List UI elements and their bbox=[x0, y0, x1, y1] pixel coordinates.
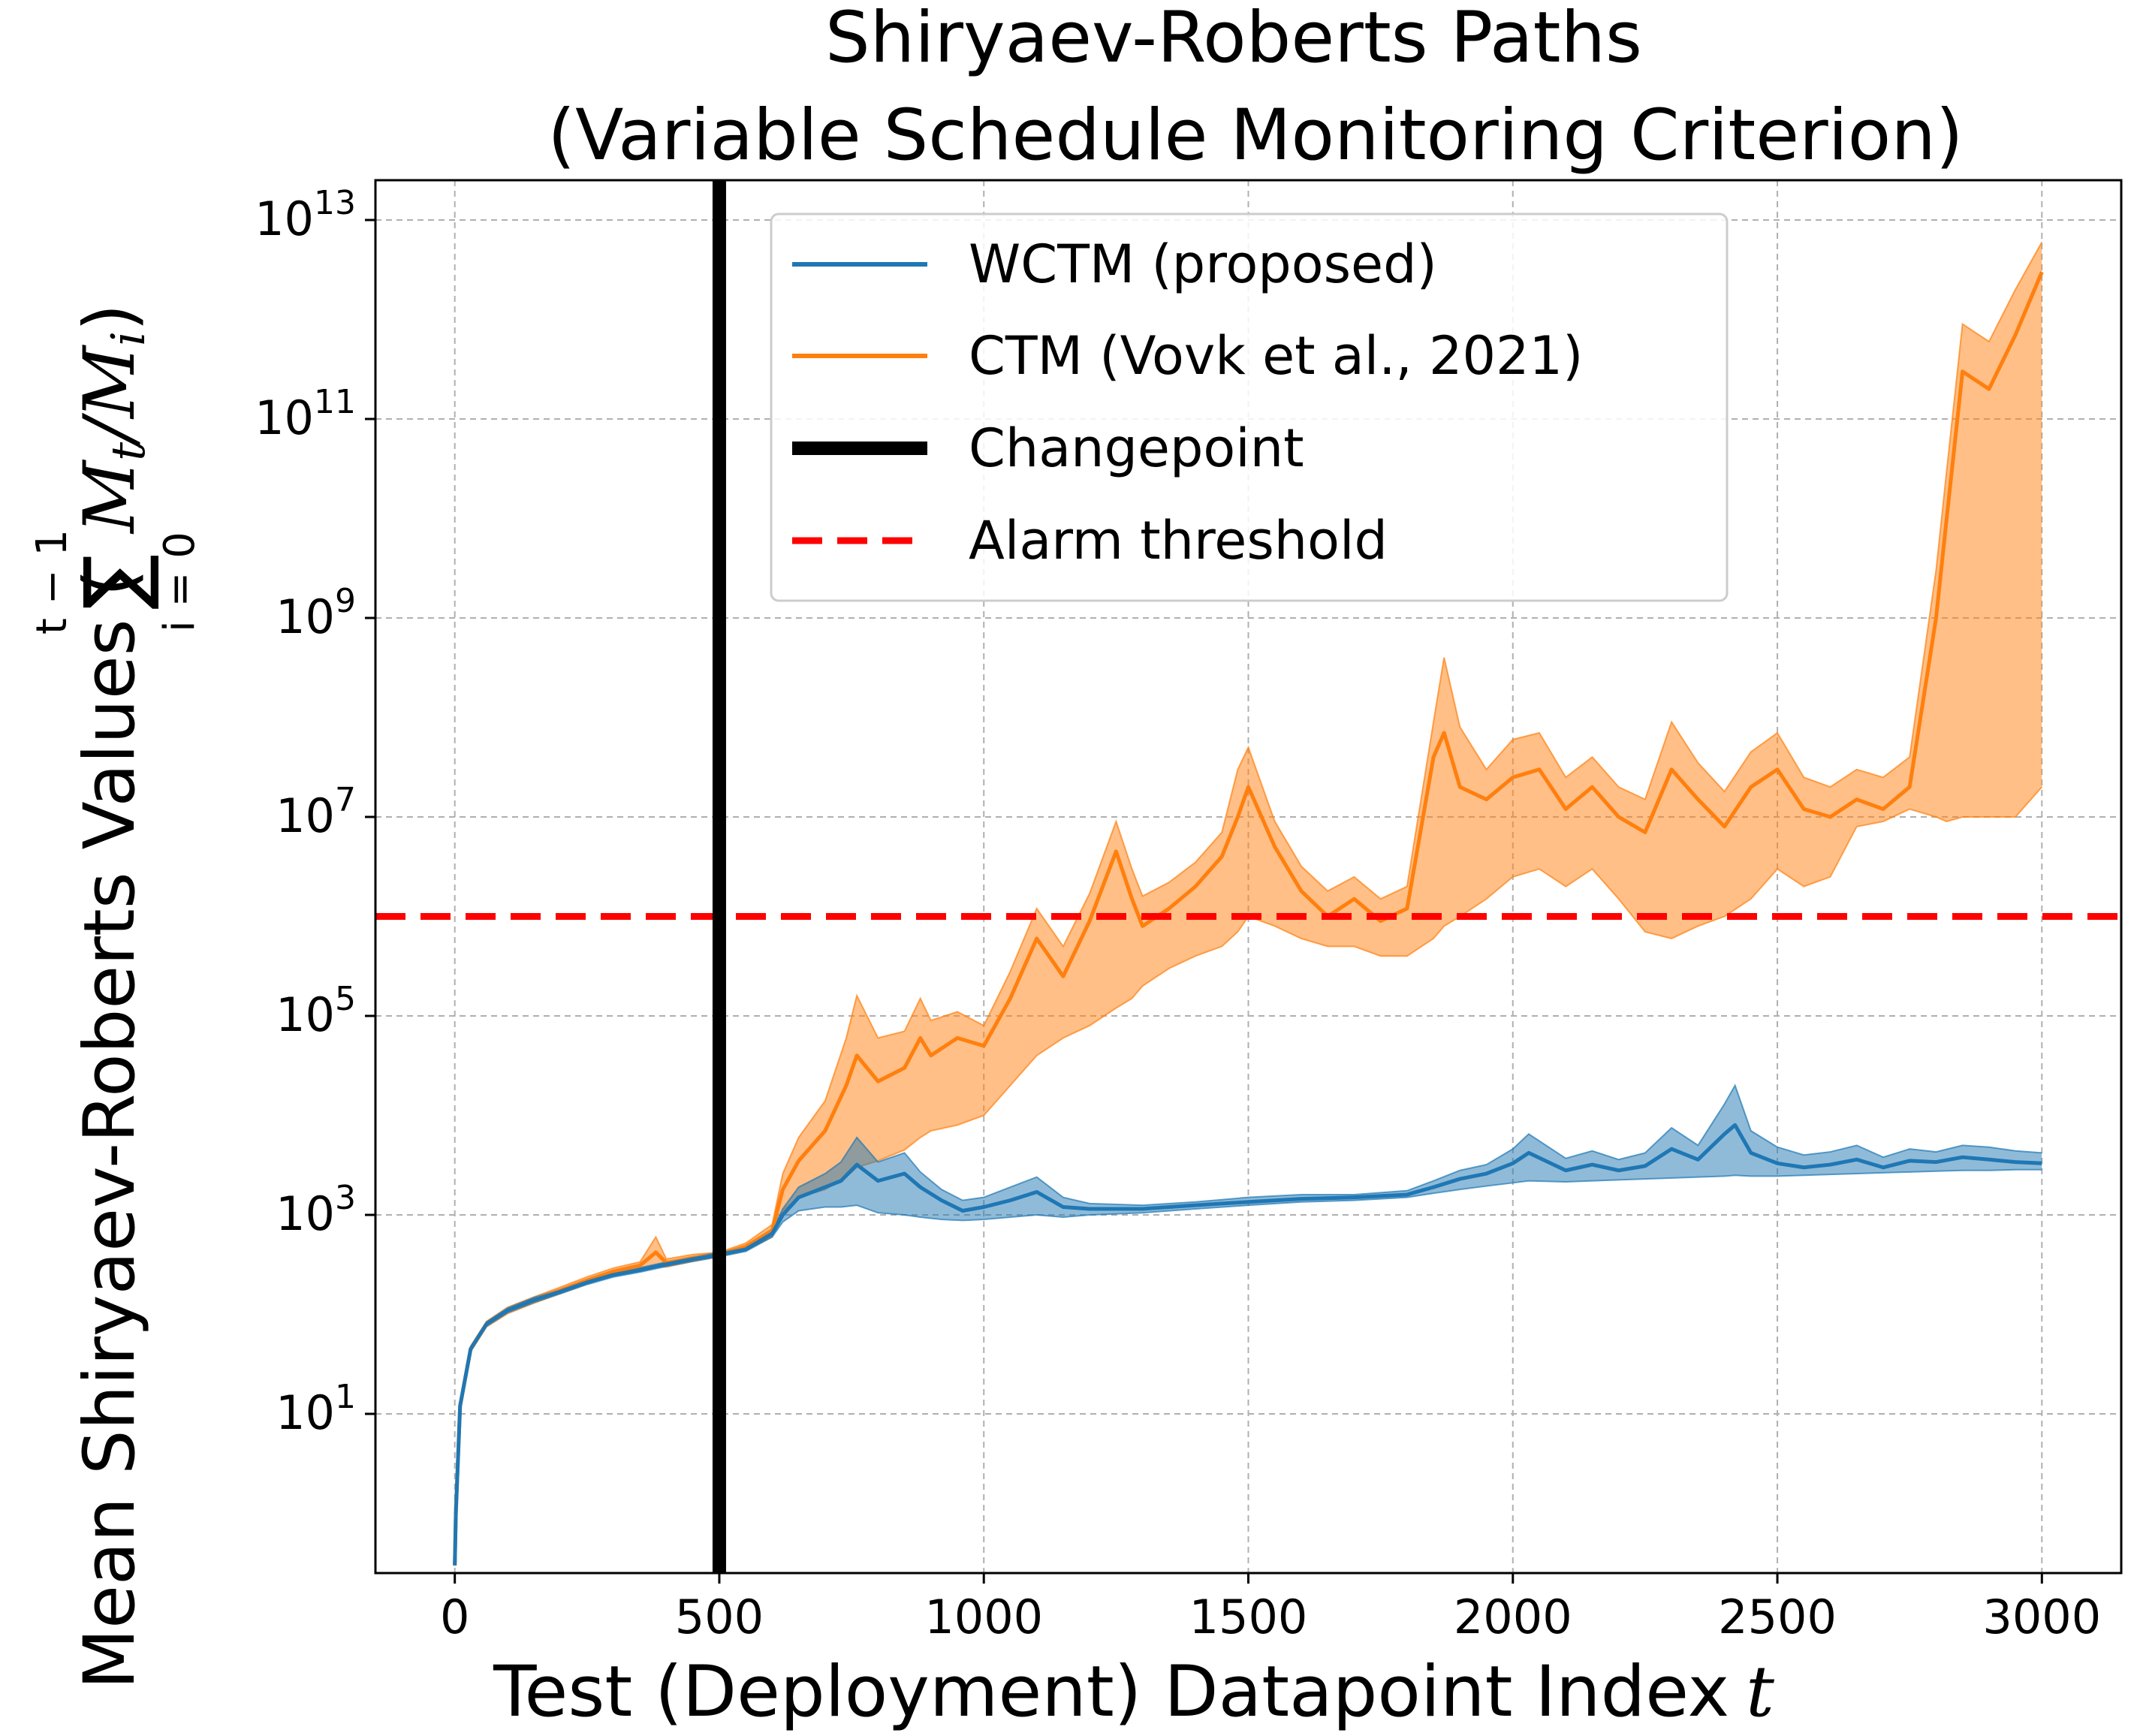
x-tick-label: 2000 bbox=[1454, 1590, 1572, 1644]
y-tick-label: 105 bbox=[276, 980, 356, 1042]
x-axis-label-var: t bbox=[1746, 1651, 1774, 1733]
series-upper-0 bbox=[454, 1083, 2042, 1566]
x-axis-label: Test (Deployment) Datapoint Index t bbox=[493, 1651, 1774, 1733]
y-axis-label-sub-i: i bbox=[101, 331, 155, 346]
series-mean-1 bbox=[453, 271, 2044, 1566]
x-tick-label: 500 bbox=[675, 1590, 764, 1644]
chart-title-line-1: Shiryaev-Roberts Paths bbox=[825, 0, 1642, 79]
chart-title-line-2: (Variable Schedule Monitoring Criterion) bbox=[547, 95, 1963, 176]
y-axis-label-m1: M bbox=[69, 459, 151, 535]
legend-label-alarm: Alarm threshold bbox=[969, 510, 1388, 571]
series-upper-1 bbox=[454, 241, 2043, 1566]
y-axis-label-expr: Mt/Mi) bbox=[69, 303, 155, 535]
y-axis-label-sigma: ∑ bbox=[66, 554, 162, 610]
x-tick-label: 0 bbox=[440, 1590, 469, 1644]
legend-label-wctm: WCTM (proposed) bbox=[969, 234, 1437, 295]
legend: WCTM (proposed) CTM (Vovk et al., 2021) … bbox=[770, 212, 1729, 602]
y-axis-label-slash-m: /M bbox=[69, 344, 151, 448]
y-tick-label: 1011 bbox=[255, 383, 356, 445]
y-axis-ticks: 101 103 105 107 109 1011 1013 bbox=[255, 184, 375, 1440]
y-axis-label-main: Mean Shiryaev-Roberts Values ( bbox=[69, 569, 151, 1689]
y-axis-label: Mean Shiryaev-Roberts Values ( t − 1 ∑ i… bbox=[28, 303, 204, 1689]
y-tick-label: 103 bbox=[276, 1179, 356, 1241]
x-tick-label: 2500 bbox=[1718, 1590, 1837, 1644]
x-axis-label-text: Test (Deployment) Datapoint Index bbox=[493, 1651, 1729, 1733]
x-tick-label: 1500 bbox=[1189, 1590, 1308, 1644]
legend-label-changepoint: Changepoint bbox=[969, 417, 1304, 479]
legend-box bbox=[770, 212, 1729, 602]
y-axis-label-sum-bottom: i = 0 bbox=[155, 532, 204, 632]
series-mean-0 bbox=[453, 1123, 2042, 1566]
x-tick-label: 1000 bbox=[924, 1590, 1043, 1644]
series-lower-0 bbox=[454, 1168, 2042, 1566]
y-tick-label: 1013 bbox=[255, 184, 356, 246]
y-axis-label-close: ) bbox=[69, 303, 151, 331]
y-axis-label-sub-t: t bbox=[101, 442, 155, 461]
y-tick-label: 101 bbox=[276, 1378, 356, 1440]
series-layer bbox=[375, 180, 2121, 1573]
y-axis-label-sum-top: t − 1 bbox=[28, 529, 77, 634]
series-band-1 bbox=[454, 242, 2042, 1566]
x-axis-ticks: 0 500 1000 1500 2000 2500 3000 bbox=[440, 1573, 2101, 1644]
y-tick-label: 107 bbox=[276, 781, 356, 843]
legend-label-ctm: CTM (Vovk et al., 2021) bbox=[969, 325, 1583, 387]
x-tick-label: 3000 bbox=[1982, 1590, 2101, 1644]
y-tick-label: 109 bbox=[276, 582, 356, 644]
